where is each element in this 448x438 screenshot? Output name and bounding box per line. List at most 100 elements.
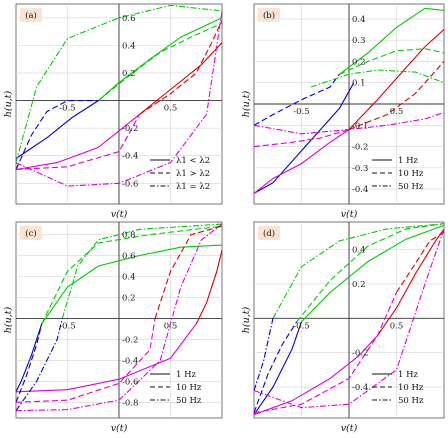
y-tick-label: 0.4 [122, 41, 136, 51]
series-line [253, 321, 303, 415]
y-axis-label: h(u,t) [241, 306, 252, 333]
series-line [253, 129, 350, 194]
series-line [310, 69, 445, 88]
series-line [339, 48, 445, 75]
series-line [15, 113, 140, 171]
series-line [348, 29, 445, 130]
x-axis-label: v(t) [111, 423, 128, 434]
series-line [253, 111, 445, 135]
y-tick-label: 0.3 [352, 36, 366, 46]
panel-label: (d) [263, 228, 275, 239]
series-line [253, 335, 378, 416]
series-line [301, 224, 445, 323]
series-line [253, 73, 340, 126]
panel-label-bg [258, 226, 280, 240]
x-tick-label: -0.5 [293, 107, 309, 117]
x-tick-label: -0.5 [59, 321, 75, 331]
y-tick-label: 0.1 [352, 79, 366, 89]
panel-b: -0.5 0.5 0.4 0.3 0.2 0.1 -0.1 -0.2 -0.3 -0.4 v(t) h… [241, 3, 445, 220]
panel-label: (c) [25, 228, 36, 239]
series-line [41, 225, 223, 324]
y-tick-label: -0.3 [352, 164, 368, 174]
series-line [15, 10, 223, 187]
series-line [396, 231, 445, 293]
series-line [139, 42, 223, 115]
y-tick-label: -0.2 [122, 335, 138, 345]
x-tick-label: -0.5 [59, 104, 75, 114]
legend-label: 50 Hz [398, 396, 424, 406]
y-tick-label: -0.4 [352, 185, 368, 195]
series-line [139, 20, 223, 115]
legend-label: 50 Hz [398, 182, 424, 192]
y-tick-label: 0.6 [122, 14, 136, 24]
series-line [41, 244, 223, 325]
y-tick-label: 0.2 [352, 280, 366, 290]
x-tick-label: 0.5 [390, 107, 404, 117]
y-tick-label: -0.2 [352, 143, 368, 153]
legend-label: 1 Hz [398, 370, 419, 380]
y-axis-label: h(u,t) [3, 306, 14, 333]
series-line [15, 323, 43, 403]
y-tick-label: -0.2 [352, 349, 368, 359]
series-line [339, 7, 445, 75]
x-tick-label: 0.5 [164, 104, 178, 114]
y-tick-label: 0.8 [122, 231, 136, 241]
y-tick-label: -0.1 [352, 121, 368, 131]
series-line [253, 292, 398, 414]
series-line [15, 323, 197, 393]
y-tick-label: -0.4 [352, 383, 368, 393]
series-line [15, 100, 99, 159]
y-tick-label: -0.6 [122, 179, 138, 189]
y-axis-label: h(u,t) [3, 90, 14, 117]
y-axis-label: h(u,t) [241, 90, 252, 117]
legend-label: λ1 > λ2 [176, 169, 210, 179]
x-tick-label: -0.5 [293, 321, 309, 331]
series-line [272, 223, 445, 319]
y-tick-label: -0.8 [122, 398, 138, 408]
series-line [15, 100, 99, 170]
series-line [253, 82, 355, 194]
series-line [98, 17, 223, 102]
series-line [195, 250, 223, 324]
y-tick-label: -0.2 [122, 124, 138, 134]
panel-label-bg [20, 226, 42, 240]
series-line [15, 4, 223, 163]
x-axis-label: v(t) [341, 209, 358, 220]
legend-label: λ1 = λ2 [176, 182, 210, 192]
series-line [15, 318, 63, 412]
y-tick-label: -0.6 [122, 377, 138, 387]
y-tick-label: -0.4 [122, 356, 138, 366]
series-line [253, 321, 298, 413]
y-tick-label: -0.4 [122, 152, 138, 162]
panel-c: -0.5 0.5 0.8 0.6 0.4 0.2 -0.2 -0.4 -0.6 -0.8 v(t) h… [3, 221, 223, 434]
series-line [348, 61, 445, 131]
series-line [253, 318, 274, 391]
x-tick-label: 0.5 [390, 321, 404, 331]
series-line [377, 228, 445, 336]
legend-label: 50 Hz [176, 396, 202, 406]
y-tick-label: 0.4 [352, 15, 366, 25]
series-line [296, 223, 445, 323]
legend-label: 10 Hz [176, 383, 202, 393]
panel-d: -0.5 0.5 0.4 0.2 -0.2 -0.4 v(t) h(u,t) (d) 1 Hz 10… [241, 221, 445, 434]
panel-label: (b) [263, 10, 275, 21]
panel-label-bg [258, 8, 280, 22]
y-tick-label: 0.2 [122, 69, 136, 79]
x-tick-label: 0.5 [164, 321, 178, 331]
series-line [15, 323, 43, 393]
y-tick-label: 0.6 [122, 252, 136, 262]
legend-label: 1 Hz [398, 156, 419, 166]
legend-label: 10 Hz [398, 169, 424, 179]
series-line [61, 223, 223, 319]
y-tick-label: 0.2 [122, 293, 136, 303]
panel-label: (a) [25, 10, 37, 21]
legend-label: 1 Hz [176, 370, 197, 380]
series-line [15, 223, 223, 412]
y-tick-label: 0.4 [352, 246, 366, 256]
y-tick-label: 0.4 [122, 273, 136, 283]
panel-a: -0.5 0.5 0.6 0.4 0.2 -0.2 -0.4 -0.6 v(t) h(u,t) (a… [3, 3, 223, 220]
y-tick-label: 0.2 [352, 57, 366, 67]
series-line [15, 114, 141, 171]
x-axis-label: v(t) [341, 423, 358, 434]
